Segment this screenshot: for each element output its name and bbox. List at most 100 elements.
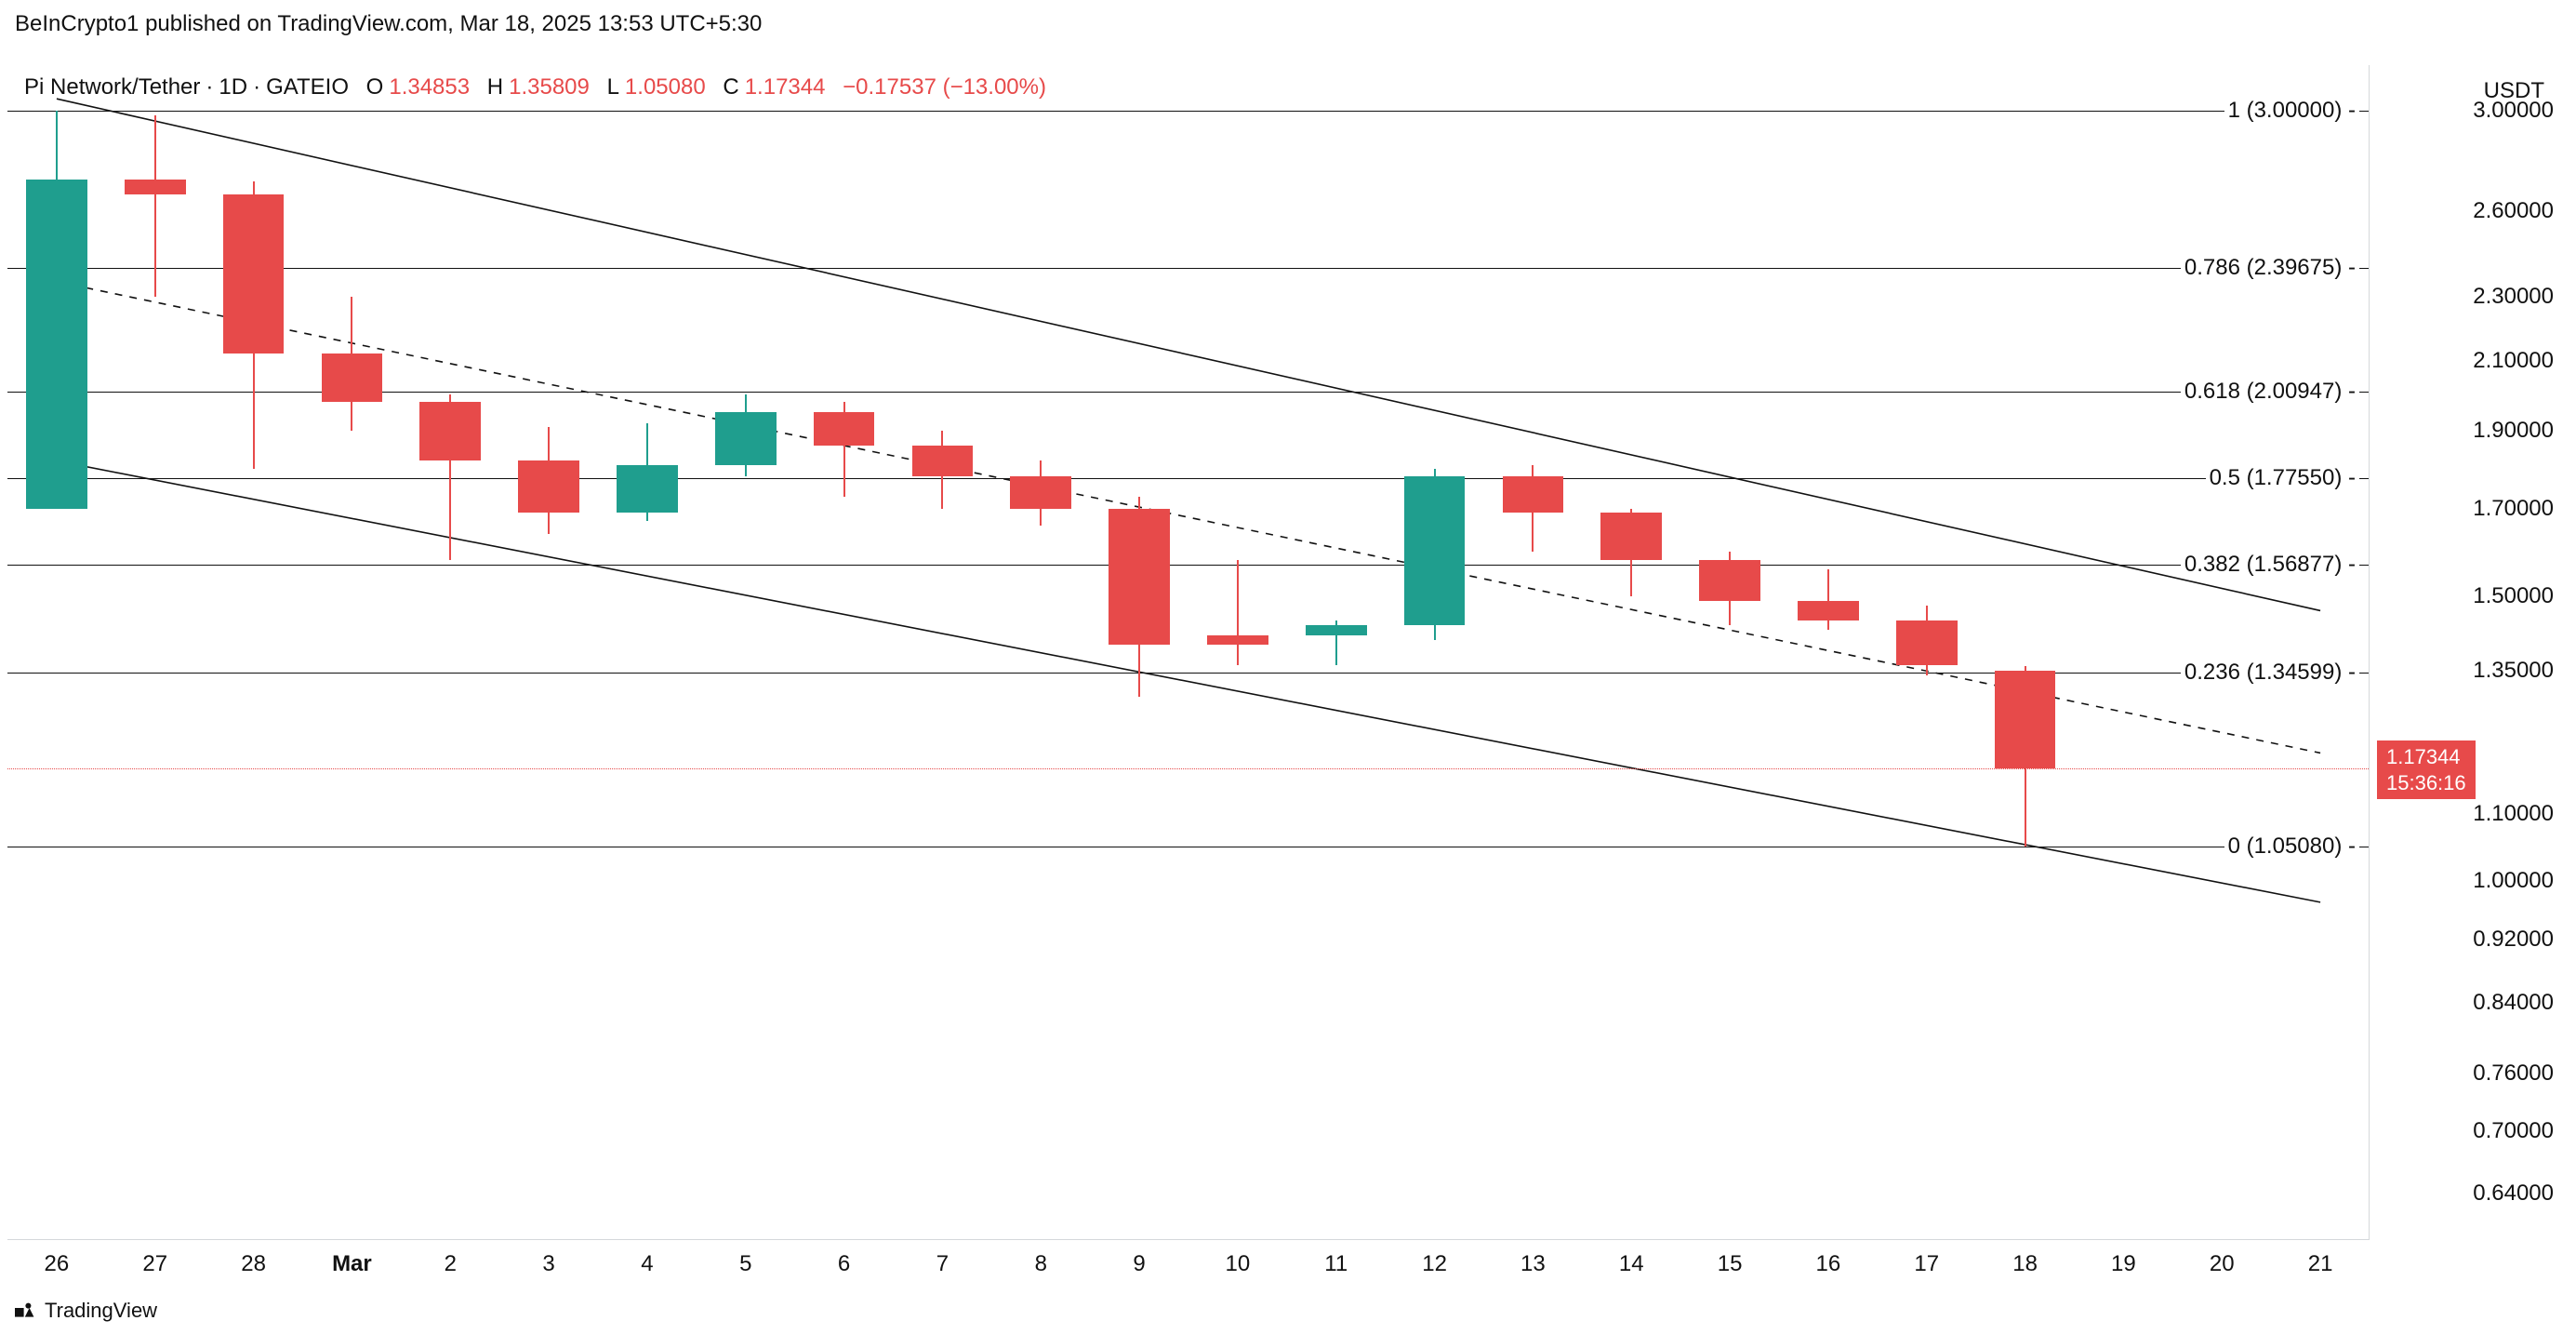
time-tick: 4 — [641, 1251, 653, 1277]
countdown: 15:36:16 — [2386, 770, 2466, 796]
price-axis[interactable]: 3.00000 2.60000 2.30000 2.10000 1.90000 1.700… — [2370, 65, 2569, 1239]
candle[interactable] — [1600, 65, 1662, 1239]
time-tick: Mar — [332, 1251, 372, 1277]
publish-header: BeInCrypto1 published on TradingView.com… — [15, 11, 762, 37]
candle[interactable] — [223, 65, 285, 1239]
time-tick: 5 — [739, 1251, 751, 1277]
candle[interactable] — [1798, 65, 1859, 1239]
price-tick: 0.64000 — [2473, 1181, 2554, 1207]
candle-body — [617, 465, 678, 514]
time-tick: 18 — [2012, 1251, 2038, 1277]
fib-label: 0.382 (1.56877) - — [2181, 552, 2359, 578]
candle[interactable] — [912, 65, 974, 1239]
price-tick: 3.00000 — [2473, 98, 2554, 124]
candle-body — [322, 354, 383, 402]
candle-body — [1503, 476, 1564, 513]
candle[interactable] — [617, 65, 678, 1239]
brand-text: TradingView — [45, 1299, 157, 1323]
time-tick: 9 — [1133, 1251, 1145, 1277]
price-tick: 2.60000 — [2473, 198, 2554, 224]
candle-body — [1109, 509, 1170, 645]
candle[interactable] — [419, 65, 481, 1239]
candle[interactable] — [1995, 65, 2056, 1239]
candle[interactable] — [1010, 65, 1071, 1239]
candle-body — [125, 180, 186, 195]
time-tick: 19 — [2111, 1251, 2136, 1277]
time-axis[interactable]: 26 27 28 Mar 2 3 4 5 6 7 8 9 10 11 12 13 14 15 16 17 18 19 20 2… — [7, 1239, 2370, 1295]
time-tick: 11 — [1324, 1251, 1348, 1277]
candle-body — [912, 446, 974, 476]
candle[interactable] — [125, 65, 186, 1239]
chart-area[interactable]: 1 (3.00000) - 0.786 (2.39675) - 0.618 (2.0… — [7, 65, 2370, 1239]
time-tick: 26 — [45, 1251, 70, 1277]
fib-label: 0.5 (1.77550) - — [2206, 465, 2359, 491]
time-tick: 28 — [241, 1251, 266, 1277]
tradingview-brand: TradingView — [15, 1299, 157, 1323]
candle-body — [1896, 620, 1958, 665]
candle[interactable] — [814, 65, 875, 1239]
candle-body — [1600, 513, 1662, 560]
price-tick: 0.84000 — [2473, 990, 2554, 1016]
time-tick: 12 — [1422, 1251, 1447, 1277]
price-tick: 2.10000 — [2473, 348, 2554, 374]
last-price-value: 1.17344 — [2386, 744, 2466, 770]
time-tick: 14 — [1619, 1251, 1644, 1277]
candle-wick — [1827, 569, 1829, 631]
tradingview-logo-icon — [15, 1300, 37, 1322]
fib-label: 0 (1.05080) - — [2224, 834, 2359, 860]
candle-wick — [1237, 560, 1239, 665]
candle[interactable] — [1503, 65, 1564, 1239]
time-tick: 17 — [1914, 1251, 1939, 1277]
time-tick: 10 — [1226, 1251, 1251, 1277]
time-tick: 20 — [2210, 1251, 2235, 1277]
time-tick: 16 — [1816, 1251, 1841, 1277]
price-tick: 1.90000 — [2473, 418, 2554, 444]
time-tick: 21 — [2308, 1251, 2333, 1277]
fib-label: 1 (3.00000) - — [2224, 98, 2359, 124]
channel-line — [57, 99, 2320, 610]
fib-label: 0.236 (1.34599) - — [2181, 660, 2359, 686]
fib-label: 0.618 (2.00947) - — [2181, 379, 2359, 405]
candle[interactable] — [26, 65, 87, 1239]
candle[interactable] — [322, 65, 383, 1239]
candle-body — [1699, 560, 1760, 601]
time-tick: 8 — [1035, 1251, 1047, 1277]
price-tick: 1.00000 — [2473, 868, 2554, 894]
price-tick: 1.10000 — [2473, 801, 2554, 827]
time-tick: 27 — [142, 1251, 167, 1277]
candle-body — [419, 402, 481, 461]
time-tick: 6 — [838, 1251, 850, 1277]
candle[interactable] — [1109, 65, 1170, 1239]
price-tick: 1.35000 — [2473, 658, 2554, 684]
fib-label: 0.786 (2.39675) - — [2181, 255, 2359, 281]
price-tick: 0.92000 — [2473, 927, 2554, 953]
candle[interactable] — [1699, 65, 1760, 1239]
candle[interactable] — [715, 65, 777, 1239]
candle-wick — [154, 115, 156, 297]
time-tick: 2 — [445, 1251, 457, 1277]
candle-body — [1404, 476, 1466, 625]
candle-body — [223, 194, 285, 354]
candle-body — [1010, 476, 1071, 509]
time-tick: 13 — [1520, 1251, 1546, 1277]
candle-body — [1995, 671, 2056, 768]
time-tick: 15 — [1718, 1251, 1743, 1277]
candle[interactable] — [1306, 65, 1367, 1239]
candle[interactable] — [1207, 65, 1268, 1239]
candle-body — [1306, 625, 1367, 635]
candle-body — [814, 412, 875, 446]
candle-body — [1798, 601, 1859, 620]
price-tick: 2.30000 — [2473, 284, 2554, 310]
candle[interactable] — [518, 65, 579, 1239]
price-tick: 1.50000 — [2473, 583, 2554, 609]
candle-body — [1207, 635, 1268, 646]
candle[interactable] — [1404, 65, 1466, 1239]
time-tick: 3 — [542, 1251, 554, 1277]
candle[interactable] — [1896, 65, 1958, 1239]
time-tick: 7 — [936, 1251, 949, 1277]
price-tick: 1.70000 — [2473, 496, 2554, 522]
price-tick: 0.76000 — [2473, 1061, 2554, 1087]
candle-body — [518, 460, 579, 513]
candle-body — [715, 412, 777, 464]
last-price-badge: 1.1734415:36:16 — [2377, 740, 2476, 799]
